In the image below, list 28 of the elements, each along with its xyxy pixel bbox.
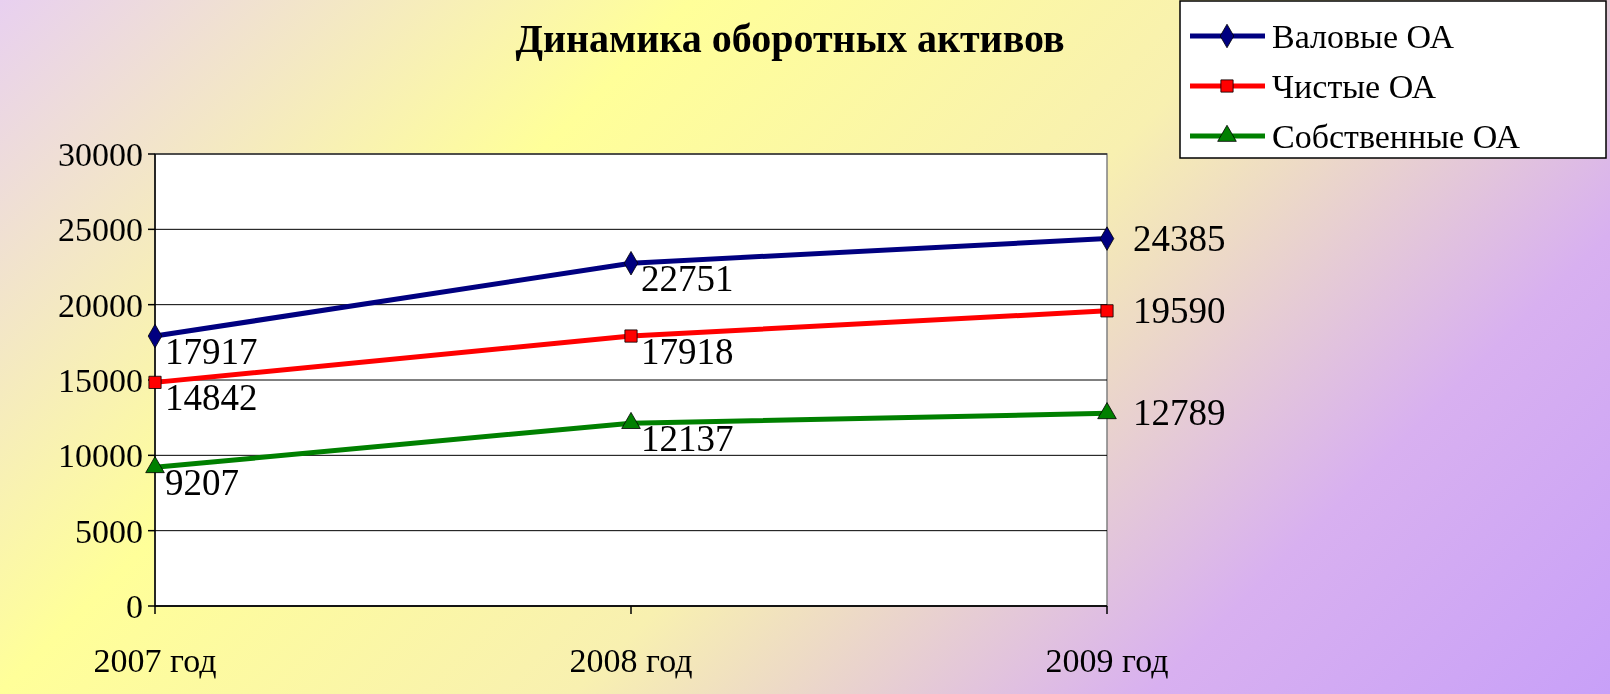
legend-label: Валовые ОА [1272, 17, 1455, 55]
point [1100, 304, 1114, 318]
point [624, 329, 638, 343]
data-label: 17918 [641, 331, 734, 373]
x-tick-label: 2007 год [93, 642, 217, 679]
y-tick-label: 20000 [58, 286, 143, 324]
data-label: 24385 [1133, 217, 1226, 259]
data-label: 17917 [165, 331, 258, 373]
y-tick-label: 10000 [58, 437, 143, 475]
point [621, 411, 641, 429]
y-tick-label: 5000 [75, 512, 143, 550]
data-label: 12789 [1133, 392, 1226, 434]
data-label: 19590 [1133, 289, 1226, 331]
y-tick-label: 0 [126, 587, 143, 625]
data-label: 12137 [641, 418, 734, 460]
data-label: 22751 [641, 258, 734, 300]
point [1097, 402, 1117, 420]
x-tick-label: 2009 год [1045, 642, 1169, 679]
y-tick-label: 25000 [58, 211, 143, 249]
legend-label: Чистые ОА [1272, 67, 1437, 105]
y-tick-label: 15000 [58, 361, 143, 399]
legend-label: Собственные ОА [1272, 117, 1521, 155]
x-tick-label: 2008 год [569, 642, 693, 679]
y-tick-label: 30000 [58, 135, 143, 173]
point [145, 456, 165, 474]
data-label: 14842 [165, 377, 258, 419]
chart-title: Динамика оборотных активов [515, 16, 1065, 61]
data-label: 9207 [165, 462, 239, 504]
